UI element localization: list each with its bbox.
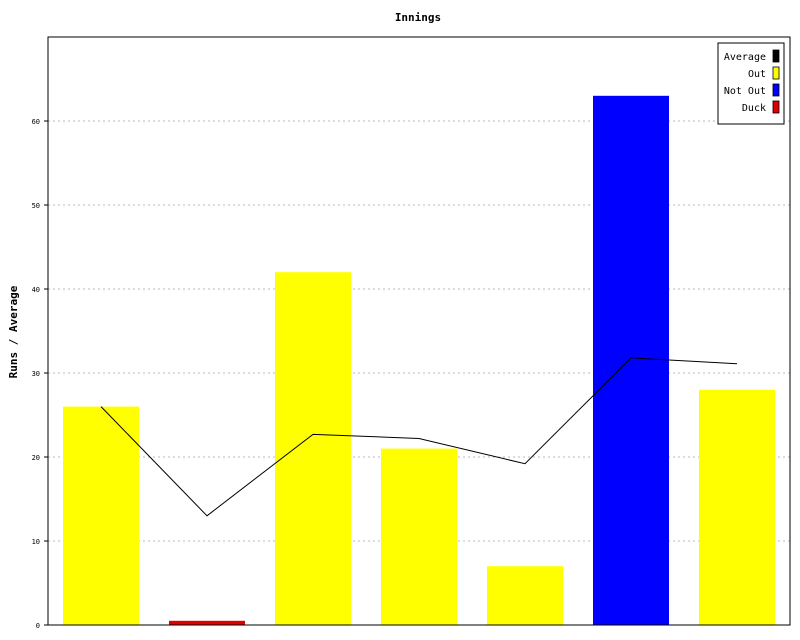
bar-not-out [593,95,669,626]
bar-out [63,406,139,625]
bars [63,95,775,626]
y-tick-label: 60 [32,118,40,126]
legend-label: Out [748,69,766,80]
legend-label: Average [724,52,766,63]
y-tick-label: 40 [32,286,40,294]
plot-frame [47,36,791,626]
average-line-group [100,357,738,517]
bar-duck [169,620,245,625]
bar-out [487,566,563,625]
y-tick-label: 0 [36,622,40,630]
y-tick-label: 30 [32,370,40,378]
legend-swatch [772,66,780,80]
legend-label: Not Out [724,86,766,97]
average-line [100,357,738,517]
bar-out [275,272,351,625]
legend: Average Out Not Out Duck [717,42,785,125]
y-tick-label: 20 [32,454,40,462]
legend-swatch [772,83,780,97]
legend-swatch [772,100,780,114]
y-tick-label: 50 [32,202,40,210]
bar-out [381,448,457,625]
y-axis-label: Runs / Average [7,285,20,378]
chart-title: Innings [395,11,441,24]
legend-label: Duck [742,103,766,114]
y-tick-label: 10 [32,538,40,546]
legend-swatch [772,49,780,63]
bar-out [699,389,775,625]
y-ticks: 0 10 20 30 40 50 60 [32,118,48,630]
